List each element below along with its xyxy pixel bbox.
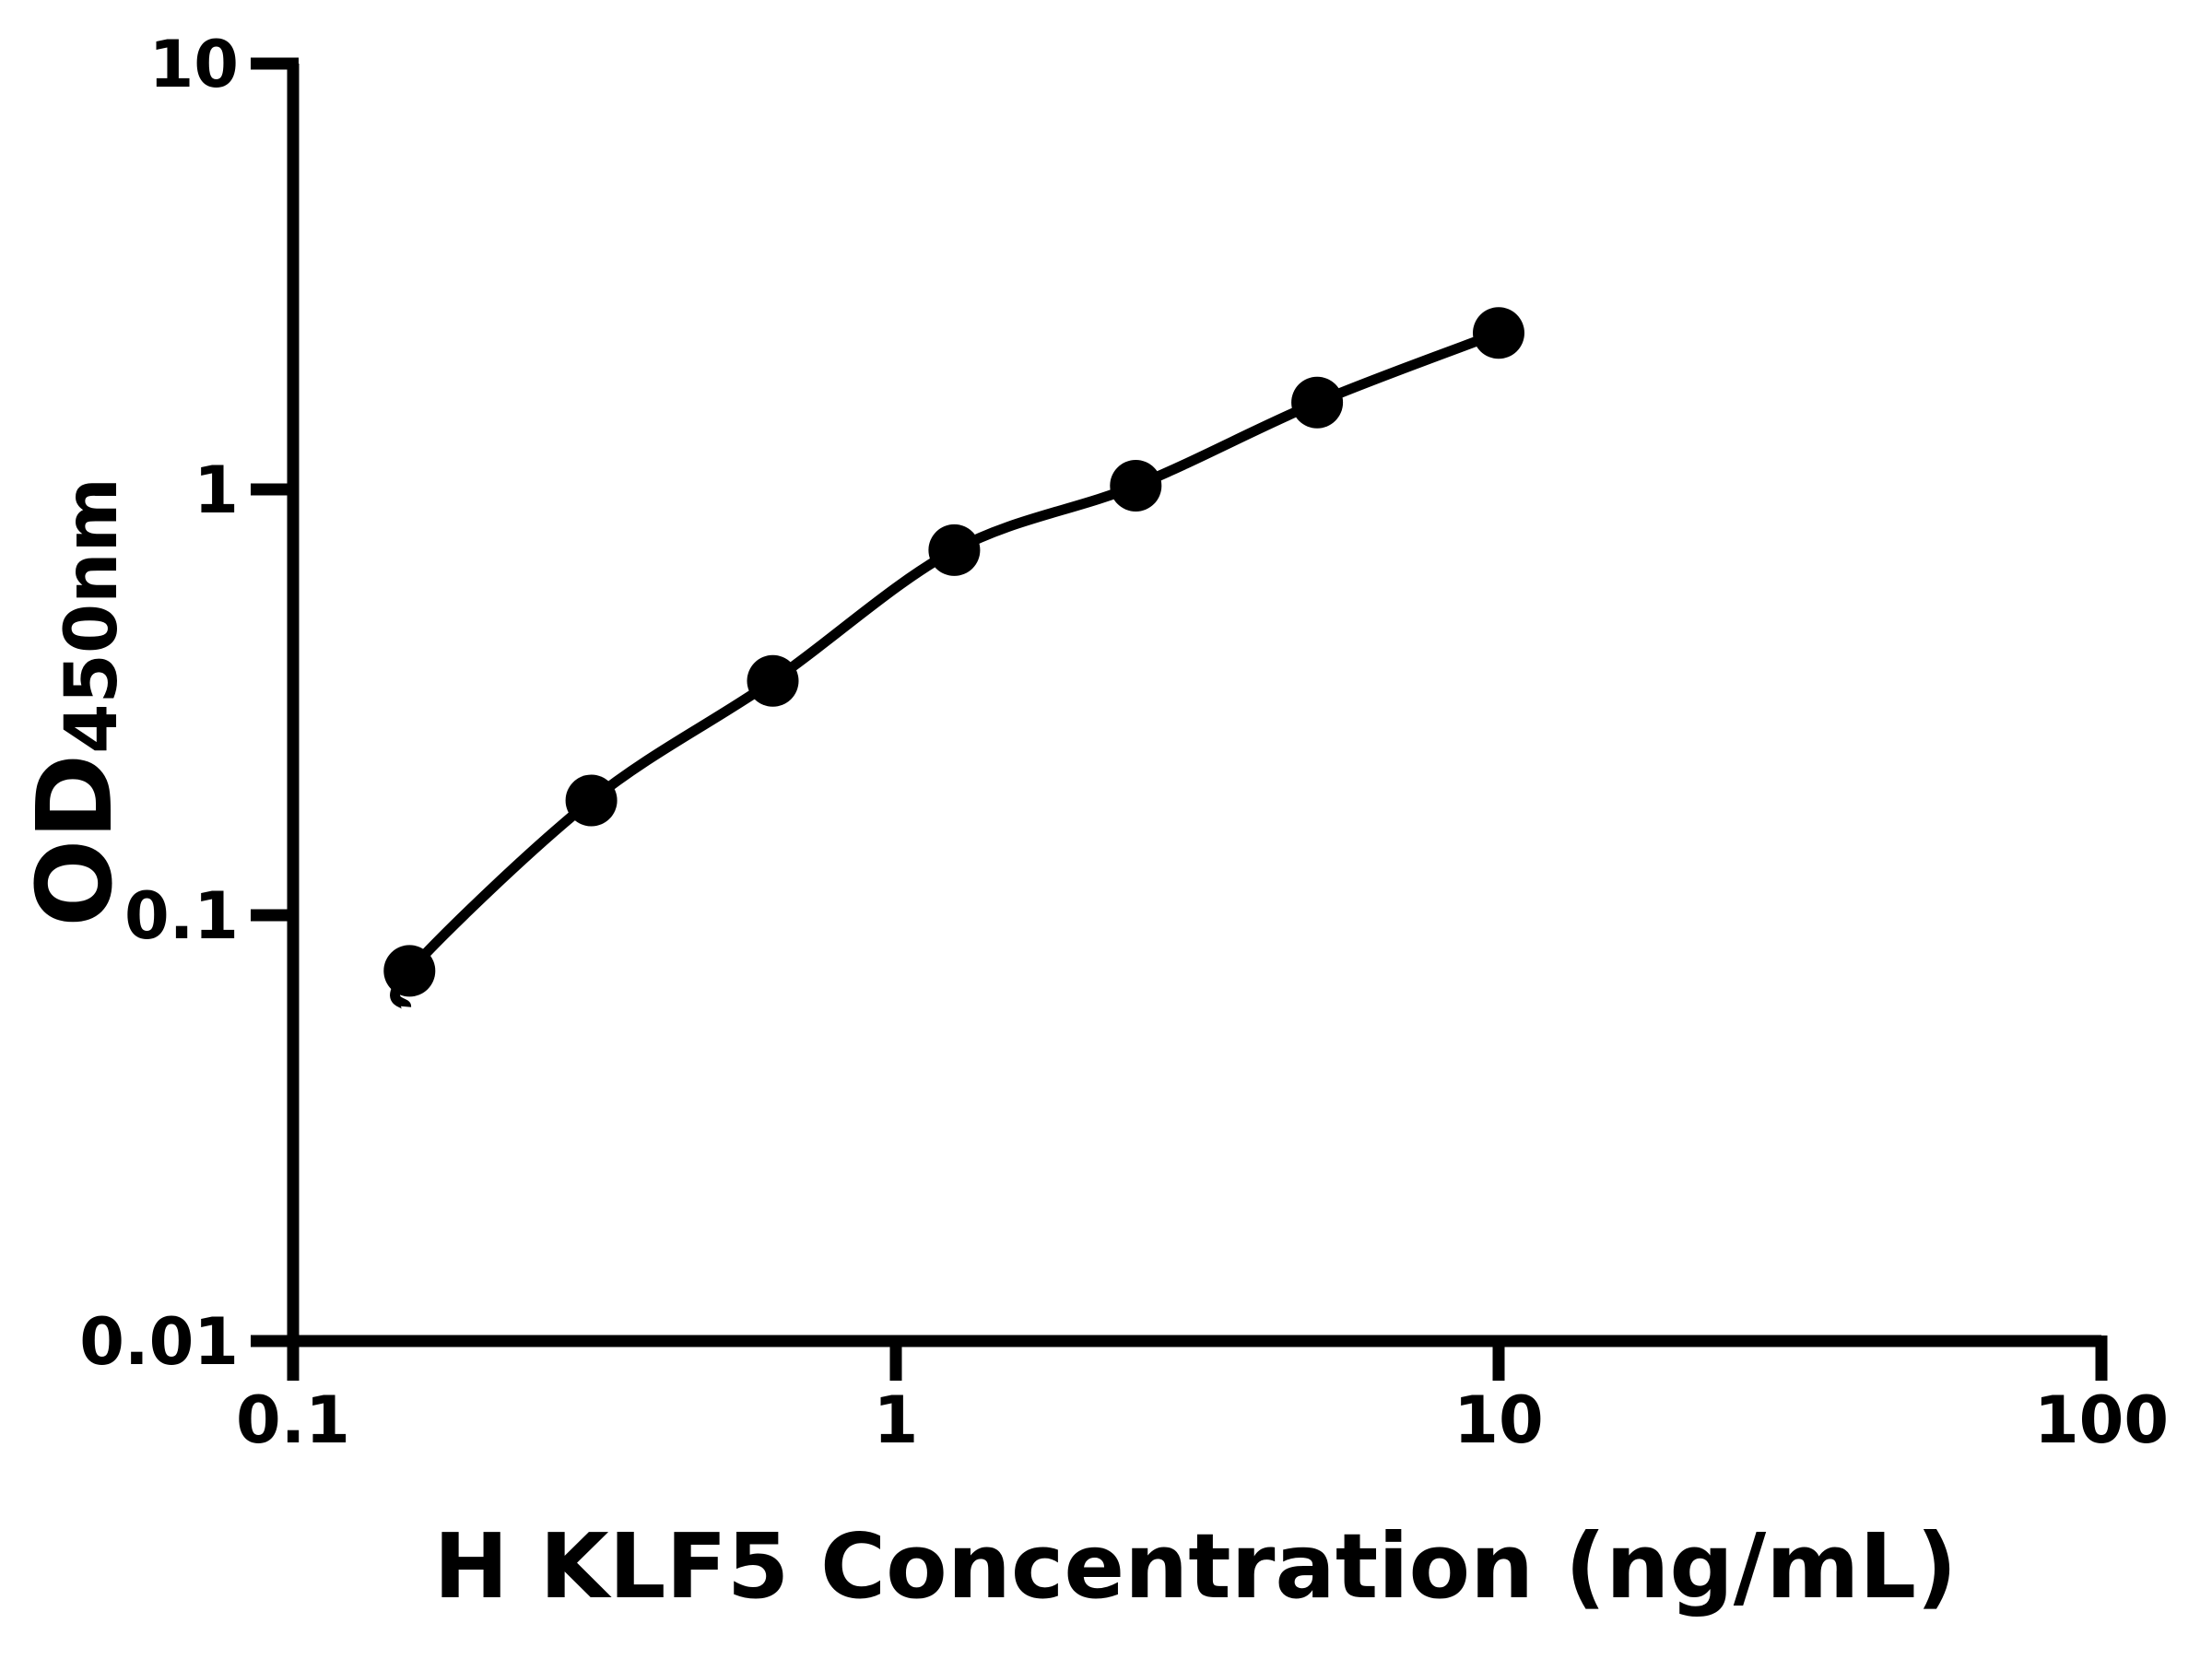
y-tick-label: 1 [194,453,239,528]
x-tick-label: 10 [1453,1382,1543,1458]
y-axis-title-main: OD [16,754,135,927]
y-tick-label: 10 [149,27,239,102]
y-tick-label: 0.01 [79,1304,239,1380]
data-point [1110,460,1162,512]
x-tick-label: 0.1 [236,1382,350,1458]
y-tick-label: 0.1 [124,878,239,954]
y-axis-title-subscript: 450nm [51,477,134,754]
data-point [383,945,436,997]
data-point [928,524,981,576]
data-point [747,654,799,707]
data-points [383,307,1524,997]
x-tick-label: 100 [2034,1382,2169,1458]
axis-ticks [251,57,2108,1381]
data-point [1473,307,1524,359]
data-point [1291,376,1344,429]
x-axis-title: H KLF5 Concentration (ng/mL) [434,1514,1958,1618]
fit-curve [390,328,1500,1010]
axis-spine [287,64,2101,1347]
x-tick-label: 1 [874,1382,919,1458]
y-axis-title: OD450nm [16,477,135,927]
data-point [565,774,618,827]
